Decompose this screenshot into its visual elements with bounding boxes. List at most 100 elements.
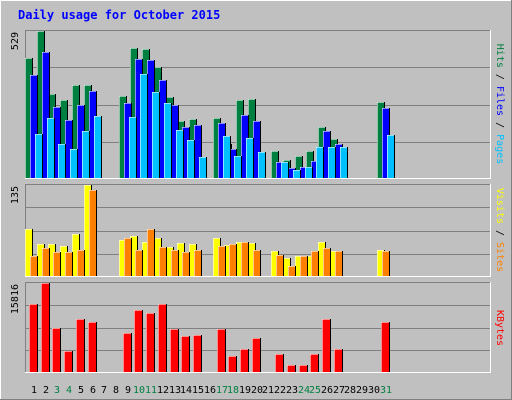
bar-kbytes-day-24	[299, 365, 308, 372]
x-tick-label-21: 21	[262, 385, 274, 396]
x-tick-label-5: 5	[78, 385, 84, 396]
x-tick-label-23: 23	[286, 385, 298, 396]
panel-hits-max-label: 529	[10, 32, 21, 50]
bar-sites-day-5	[77, 250, 85, 276]
bar-sites-day-10	[135, 250, 143, 276]
bar-kbytes-day-10	[134, 310, 143, 372]
bar-pages-day-27	[340, 147, 348, 178]
bar-kbytes-day-18	[228, 356, 237, 372]
bar-pages-day-6	[94, 116, 102, 178]
chart-panels: 529 Hits / Files / Pages 135 Visits / Sites…	[10, 30, 505, 373]
bar-sites-day-15	[194, 250, 202, 276]
x-tick-label-15: 15	[192, 385, 204, 396]
bar-pages-day-4	[70, 149, 78, 178]
bar-kbytes-day-22	[275, 354, 284, 372]
panel-visits-max-label: 135	[10, 186, 21, 204]
bar-sites-day-27	[335, 251, 343, 276]
legend-separator: /	[494, 116, 505, 134]
bar-sites-day-25	[311, 251, 319, 276]
x-tick-label-7: 7	[101, 385, 107, 396]
legend-kbytes: KBytes	[494, 310, 505, 346]
bar-pages-day-14	[187, 140, 195, 178]
bar-sites-day-13	[171, 250, 179, 276]
x-tick-label-4: 4	[66, 385, 72, 396]
bar-kbytes-day-5	[76, 319, 85, 372]
x-tick-label-8: 8	[113, 385, 119, 396]
bar-kbytes-day-9	[123, 333, 132, 372]
x-tick-label-25: 25	[309, 385, 321, 396]
bar-pages-day-15	[199, 157, 207, 178]
bar-sites-day-6	[89, 190, 97, 276]
x-tick-label-9: 9	[125, 385, 131, 396]
x-tick-label-17: 17	[216, 385, 228, 396]
bar-pages-day-22	[281, 162, 289, 178]
x-tick-label-6: 6	[90, 385, 96, 396]
x-tick-label-12: 12	[157, 385, 169, 396]
bar-kbytes-day-19	[240, 349, 249, 372]
bar-sites-day-11	[147, 229, 155, 276]
series-sites	[30, 190, 390, 276]
bar-kbytes-day-3	[52, 328, 61, 372]
bar-kbytes-day-26	[322, 319, 331, 372]
x-tick-label-29: 29	[356, 385, 368, 396]
panel-visits-legend: Visits / Sites	[494, 188, 505, 272]
legend-sites: Sites	[494, 242, 505, 272]
x-tick-label-20: 20	[251, 385, 263, 396]
bar-kbytes-day-6	[88, 322, 97, 372]
legend-files: Files	[494, 86, 505, 116]
bar-sites-day-14	[182, 252, 190, 276]
bar-pages-day-25	[316, 147, 324, 178]
series-pages	[35, 74, 395, 178]
x-tick-label-11: 11	[145, 385, 157, 396]
bar-kbytes-day-2	[41, 283, 50, 372]
bar-kbytes-day-12	[158, 304, 167, 372]
panel-hits: 529 Hits / Files / Pages	[10, 30, 505, 179]
chart-title: Daily usage for October 2015	[18, 8, 220, 22]
bar-sites-day-20	[253, 250, 261, 276]
panel-hits-legend: Hits / Files / Pages	[494, 44, 505, 164]
x-tick-label-1: 1	[31, 385, 37, 396]
bar-kbytes-day-13	[170, 329, 179, 372]
bar-pages-day-10	[140, 74, 148, 178]
bar-pages-day-2	[47, 118, 55, 178]
x-tick-label-26: 26	[321, 385, 333, 396]
bar-kbytes-day-25	[310, 354, 319, 372]
bar-sites-day-26	[323, 248, 331, 276]
x-tick-label-27: 27	[333, 385, 345, 396]
x-tick-label-19: 19	[239, 385, 251, 396]
bar-kbytes-day-15	[193, 335, 202, 372]
bar-pages-day-23	[293, 170, 301, 178]
bar-pages-day-20	[258, 152, 266, 178]
bar-kbytes-day-14	[181, 336, 190, 372]
bar-pages-day-5	[82, 131, 90, 178]
x-tick-label-13: 13	[169, 385, 181, 396]
bar-pages-day-31	[387, 135, 395, 178]
x-tick-label-31: 31	[380, 385, 392, 396]
bar-kbytes-day-27	[334, 349, 343, 372]
bar-sites-day-17	[218, 246, 226, 276]
bar-kbytes-day-1	[29, 304, 38, 372]
x-tick-label-10: 10	[133, 385, 145, 396]
bar-pages-day-24	[305, 167, 313, 178]
legend-hits: Hits	[494, 44, 505, 68]
bar-sites-day-4	[65, 252, 73, 276]
bar-pages-day-13	[176, 130, 184, 178]
panel-kbytes: 15816 KBytes	[10, 282, 505, 373]
legend-separator: /	[494, 68, 505, 86]
bar-pages-day-9	[129, 117, 137, 178]
series-kbytes	[29, 283, 390, 372]
bar-sites-day-3	[53, 252, 61, 276]
bar-pages-day-1	[35, 134, 43, 178]
bar-pages-day-19	[246, 138, 254, 178]
x-tick-label-30: 30	[368, 385, 380, 396]
bar-sites-day-12	[159, 247, 167, 276]
bar-pages-day-11	[152, 92, 160, 178]
bar-pages-day-17	[223, 136, 231, 178]
bar-kbytes-day-20	[252, 338, 261, 372]
x-tick-label-22: 22	[274, 385, 286, 396]
x-tick-label-24: 24	[298, 385, 310, 396]
bar-sites-day-9	[124, 238, 132, 276]
bar-sites-day-22	[276, 255, 284, 276]
